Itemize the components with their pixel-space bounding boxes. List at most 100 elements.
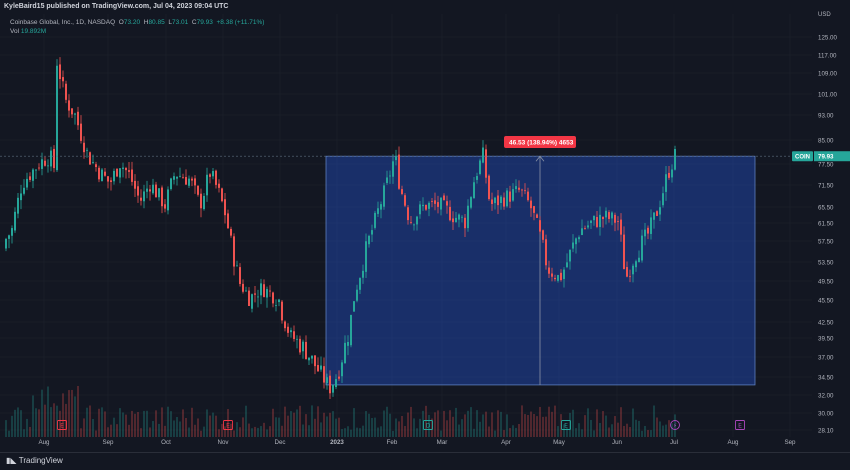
volume-bar [59,410,61,437]
candle-body [548,267,550,274]
volume-bar [11,415,13,437]
volume-bar [458,424,460,437]
x-tick-label: Dec [274,439,285,446]
candle-body [146,188,148,192]
candle-body [473,182,475,199]
volume-bar [539,406,541,437]
y-tick-label: 93.00 [818,113,834,120]
price-axis[interactable]: USD 28.10 30.00 32.00 34.50 37.00 39.50 42.50 45… [812,0,850,452]
volume-bar [149,427,151,437]
volume-bar [38,409,40,437]
candle-body [533,206,535,213]
candle-body [641,235,643,261]
volume-bar [44,404,46,437]
y-tick-label: 30.00 [818,411,834,418]
candle-body [401,189,403,194]
candle-body [326,377,328,383]
volume-bar [467,410,469,437]
volume-bar [572,409,574,437]
x-tick-label: May [553,439,566,446]
volume-bar [299,405,301,437]
volume-bar [554,405,556,437]
volume-bar [503,430,505,437]
volume-bar [488,426,490,437]
volume-bar [473,428,475,437]
candle-body [650,217,652,234]
candle-body [53,148,55,169]
volume-bar [293,412,295,437]
volume-bar [248,423,250,437]
candle-body [125,168,127,171]
volume-bar [164,425,166,437]
high-label: H [143,19,149,26]
candle-body [335,379,337,388]
candle-body [89,152,91,165]
candle-body [287,326,289,333]
candle-body [140,197,142,201]
candle-body [284,321,286,329]
volume-bar [647,430,649,437]
volume-bar [443,410,445,437]
candle-body [614,214,616,223]
candle-body [245,290,247,292]
candle-body [167,189,169,211]
volume-bar [269,426,271,437]
volume-bar [497,410,499,437]
candle-body [467,205,469,229]
tradingview-logo[interactable]: ▮◣ TradingView [6,456,63,465]
time-axis[interactable]: Aug Sep Oct Nov Dec 2023 Feb Mar Apr May Jun Jul Aug… [38,439,796,446]
candle-body [410,222,412,223]
volume-bar [593,430,595,437]
candle-body [47,165,49,167]
volume-bar [626,423,628,437]
volume-bar [401,416,403,437]
candle-body [248,290,250,307]
candle-body [494,197,496,204]
volume-bar [53,403,55,437]
y-tick-label: 117.00 [818,53,837,60]
y-tick-label: 101.00 [818,92,837,99]
candle-body [50,150,52,167]
currency-label: USD [818,12,831,18]
y-tick-label: 57.50 [818,239,834,246]
candle-body [449,206,451,221]
candle-body [479,160,481,175]
candle-body [95,164,97,168]
candle-body [554,277,556,280]
volume-bar [533,413,535,437]
candle-body [629,276,631,278]
candle-body [65,83,67,100]
volume-bar [434,412,436,437]
candle-body [299,338,301,353]
measure-range-box[interactable] [325,155,756,386]
volume-bar [530,411,532,437]
volume-bar [338,417,340,437]
candle-body [464,217,466,229]
volume-bar [446,420,448,437]
volume-label: Vol [10,28,20,35]
candle-body [98,167,100,180]
candle-body [563,269,565,279]
candle-body [269,290,271,292]
volume-bar [242,417,244,437]
candle-body [206,174,208,196]
candle-body [44,160,46,166]
candle-body [482,147,484,163]
volume-bar [608,427,610,437]
candle-body [419,204,421,215]
candle-body [542,230,544,240]
y-tick-label: 125.00 [818,35,837,42]
volume-bar [311,405,313,437]
volume-bar [77,385,79,437]
candle-body [296,338,298,340]
candle-body [512,189,514,201]
tradingview-brand: TradingView [18,456,63,465]
candle-body [557,275,559,281]
candle-body [605,210,607,218]
x-tick-label: 2023 [330,439,344,446]
candle-body [143,191,145,202]
volume-bar [104,411,106,437]
volume-bar [215,415,217,437]
x-tick-label: Mar [437,439,448,446]
